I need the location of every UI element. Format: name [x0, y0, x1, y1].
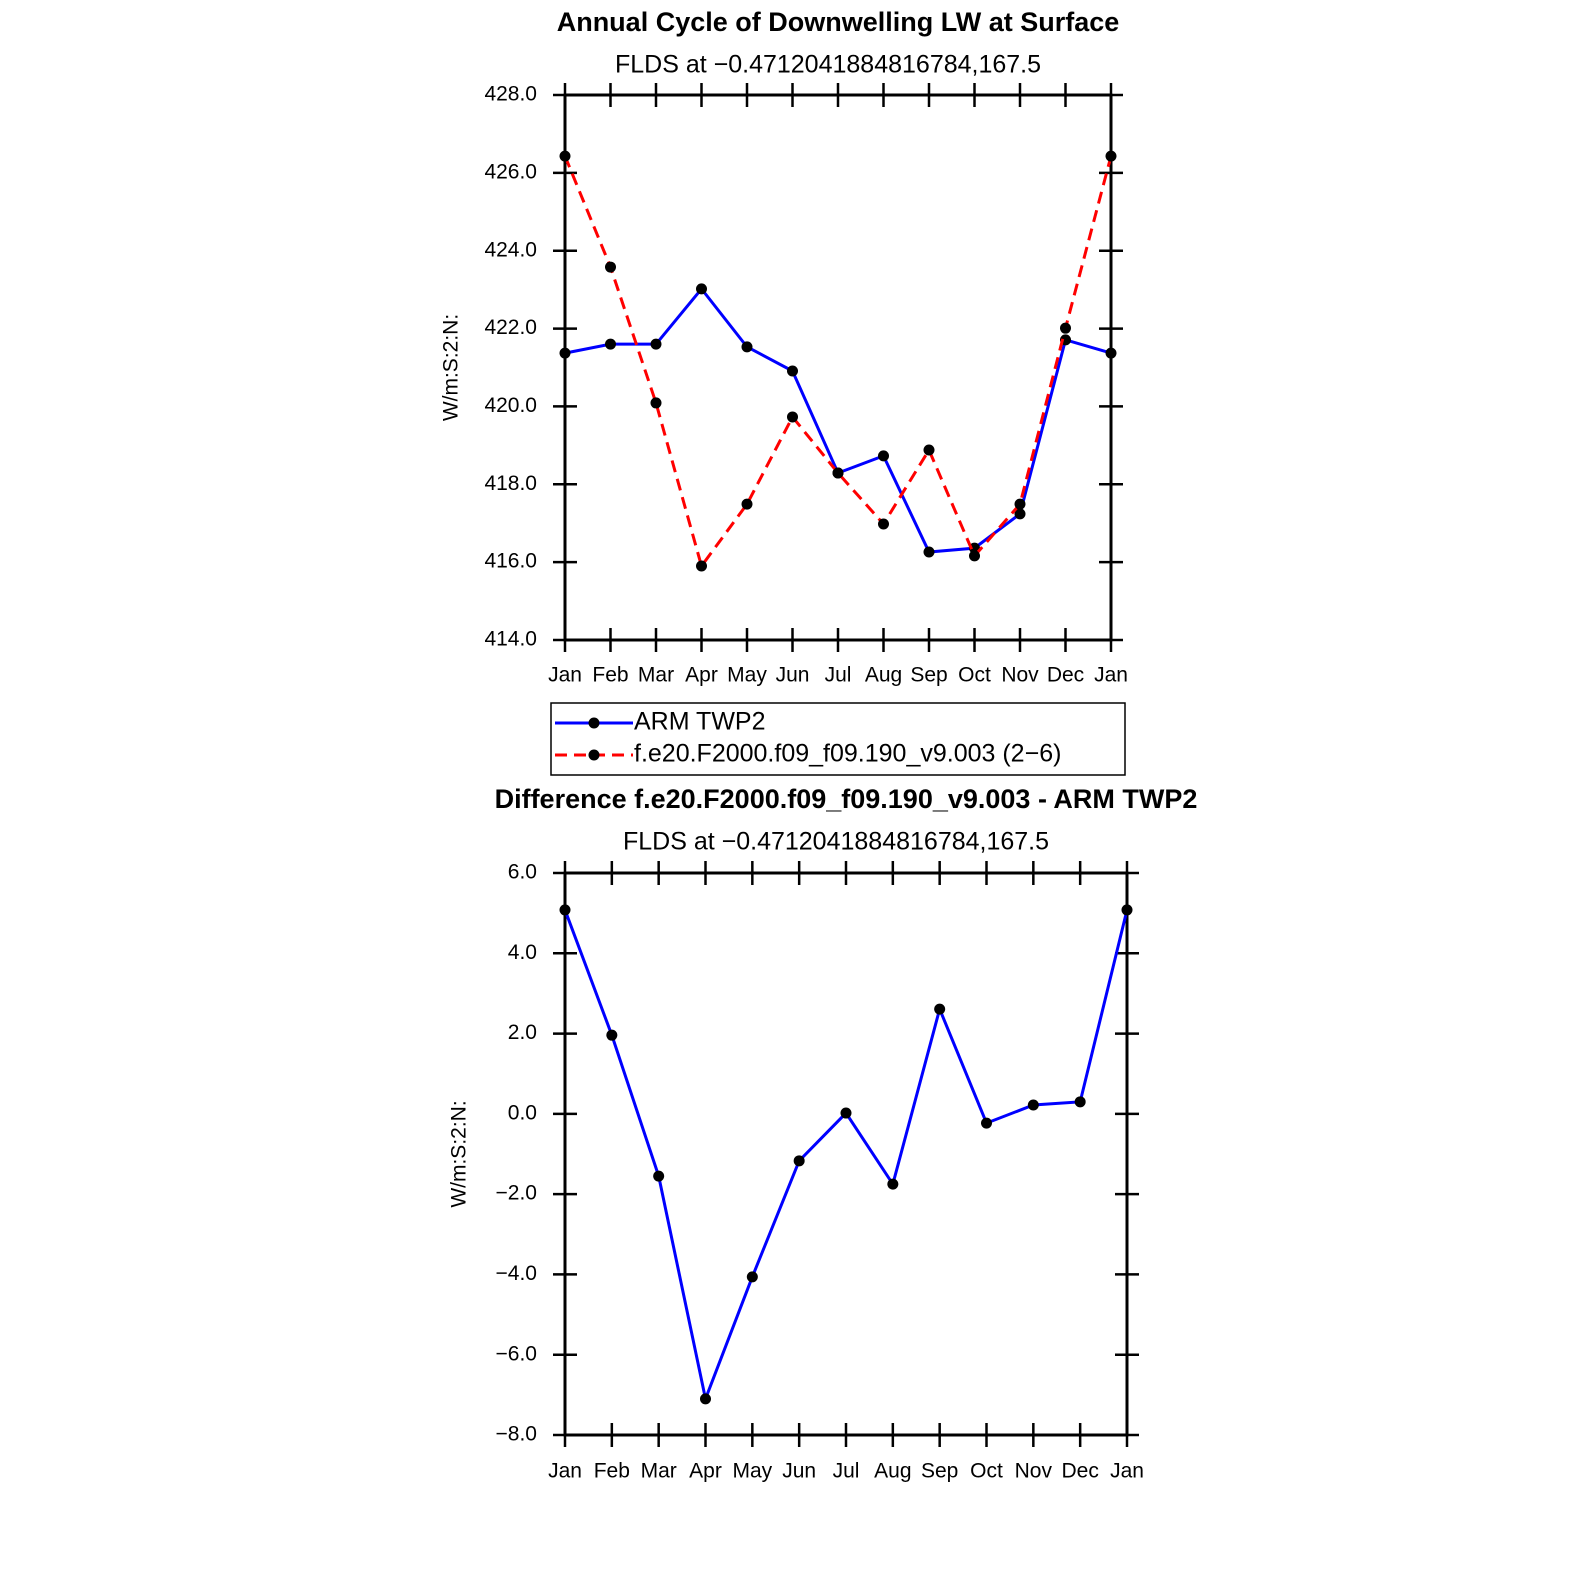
data-point: [605, 338, 616, 350]
y-tick-label: −6.0: [496, 1342, 537, 1365]
data-point: [559, 347, 571, 359]
data-point: [981, 1117, 992, 1129]
legend-marker: [588, 717, 600, 729]
chart-subtitle: FLDS at −0.4712041884816784,167.5: [615, 51, 1041, 79]
x-tick-label: May: [727, 664, 767, 687]
x-tick-label: Jun: [782, 1460, 816, 1483]
y-tick-label: 424.0: [484, 238, 537, 261]
data-point: [650, 397, 662, 409]
data-point: [969, 550, 980, 562]
data-point: [741, 498, 753, 510]
data-point: [606, 1029, 618, 1041]
y-tick-label: 4.0: [508, 941, 537, 964]
x-tick-label: Feb: [592, 664, 628, 687]
data-point: [700, 1393, 711, 1405]
data-point: [1105, 150, 1117, 162]
x-tick-label: Sep: [910, 664, 947, 687]
data-point: [696, 283, 707, 295]
x-tick-label: Feb: [594, 1460, 630, 1483]
data-point: [934, 1003, 946, 1015]
data-point: [1121, 904, 1133, 916]
y-tick-label: −2.0: [496, 1182, 537, 1205]
series-line: [563, 155, 1113, 570]
x-tick-label: Jan: [548, 1460, 582, 1483]
legend-label: ARM TWP2: [634, 708, 766, 736]
data-point: [559, 904, 571, 916]
y-tick-label: 0.0: [508, 1101, 537, 1124]
x-tick-label: May: [732, 1460, 772, 1483]
y-axis-label: W/m:S:2:N:: [448, 1100, 471, 1207]
x-tick-label: Mar: [641, 1460, 677, 1483]
data-point: [1105, 347, 1117, 359]
x-tick-label: Sep: [921, 1460, 958, 1483]
data-point: [923, 444, 935, 456]
x-tick-label: Apr: [689, 1460, 722, 1483]
data-point: [787, 365, 798, 377]
data-point: [650, 338, 662, 350]
chart-title: Difference f.e20.F2000.f09_f09.190_v9.00…: [495, 784, 1198, 814]
y-tick-label: 418.0: [484, 472, 537, 495]
data-point: [1014, 508, 1026, 520]
data-point: [1014, 498, 1026, 510]
data-point: [840, 1107, 852, 1119]
data-point: [832, 467, 844, 479]
x-tick-label: Jun: [776, 664, 810, 687]
series-line: [563, 909, 1129, 1405]
chart-subtitle: FLDS at −0.4712041884816784,167.5: [623, 828, 1049, 856]
y-tick-label: 416.0: [484, 550, 537, 573]
data-point: [696, 560, 707, 572]
data-point: [746, 1271, 758, 1283]
legend-box: [550, 702, 1126, 776]
plot-frame: [563, 93, 1113, 642]
data-point: [787, 411, 798, 423]
y-axis-label: W/m:S:2:N:: [440, 314, 463, 421]
x-tick-label: Oct: [970, 1460, 1003, 1483]
data-point: [605, 261, 616, 273]
x-tick-label: Jan: [1110, 1460, 1144, 1483]
y-tick-label: 6.0: [508, 861, 537, 884]
y-tick-label: −4.0: [496, 1262, 537, 1285]
y-tick-label: 426.0: [484, 160, 537, 183]
data-point: [793, 1155, 805, 1167]
y-tick-label: 2.0: [508, 1021, 537, 1044]
x-tick-label: Dec: [1061, 1460, 1098, 1483]
y-tick-label: 414.0: [484, 628, 537, 651]
data-point: [1074, 1096, 1086, 1108]
x-tick-label: Nov: [1001, 664, 1039, 687]
legend-label: f.e20.F2000.f09_f09.190_v9.003 (2−6): [634, 740, 1061, 768]
x-tick-label: Aug: [874, 1460, 911, 1483]
data-point: [878, 518, 889, 530]
data-point: [878, 450, 889, 462]
data-point: [653, 1170, 665, 1182]
x-tick-label: Oct: [958, 664, 991, 687]
x-tick-label: Dec: [1047, 664, 1084, 687]
y-tick-label: 420.0: [484, 394, 537, 417]
y-tick-label: −8.0: [496, 1423, 537, 1446]
y-tick-label: 422.0: [484, 316, 537, 339]
data-point: [559, 150, 571, 162]
series-line: [564, 286, 1112, 554]
x-tick-label: Jan: [1094, 664, 1128, 687]
data-point: [1060, 322, 1071, 334]
x-tick-label: Jan: [548, 664, 582, 687]
data-point: [741, 341, 753, 353]
data-point: [887, 1178, 899, 1190]
plot-frame: [563, 871, 1129, 1437]
x-tick-label: Jul: [825, 664, 852, 687]
x-tick-label: Apr: [685, 664, 718, 687]
data-point: [1027, 1099, 1039, 1111]
data-point: [923, 546, 935, 558]
x-tick-label: Aug: [865, 664, 902, 687]
y-tick-label: 428.0: [484, 83, 537, 106]
legend-marker: [588, 749, 600, 761]
x-tick-label: Nov: [1015, 1460, 1053, 1483]
x-tick-label: Mar: [638, 664, 674, 687]
x-tick-label: Jul: [833, 1460, 860, 1483]
chart-title: Annual Cycle of Downwelling LW at Surfac…: [557, 7, 1120, 37]
